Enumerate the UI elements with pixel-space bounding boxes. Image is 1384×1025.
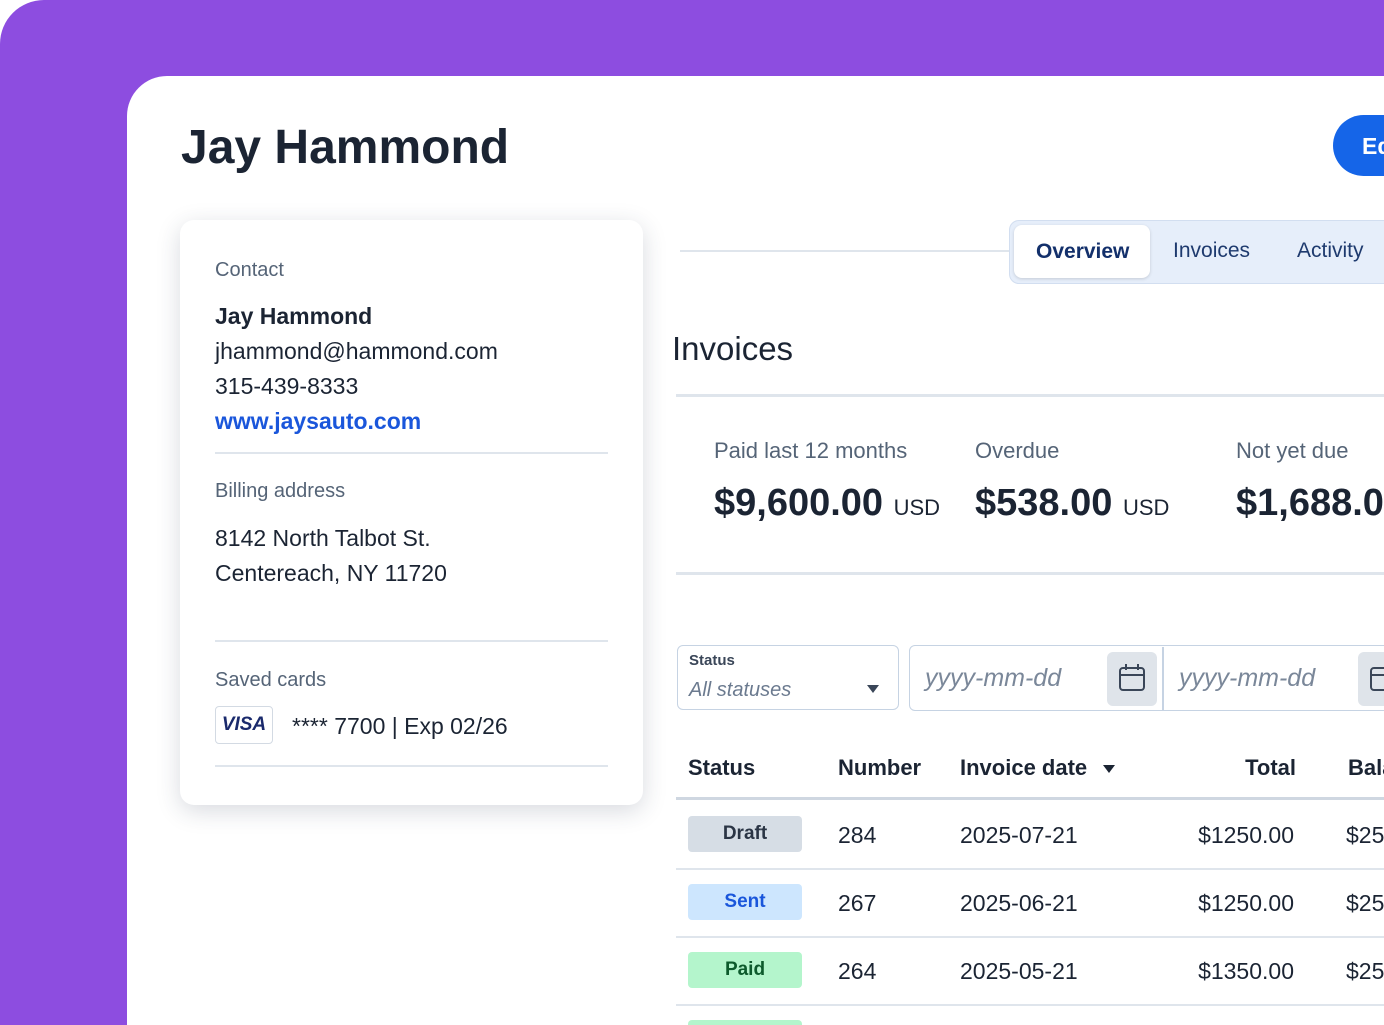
- tab-rule: [680, 250, 1010, 252]
- summary-label: Not yet due: [1236, 438, 1349, 463]
- contact-website[interactable]: www.jaysauto.com: [215, 408, 422, 434]
- contact-name: Jay Hammond: [215, 303, 373, 329]
- calendar-button[interactable]: [1358, 652, 1384, 706]
- summary-amount: $538.00 USD: [975, 484, 1169, 522]
- divider: [215, 452, 608, 454]
- date-placeholder: yyyy-mm-dd: [925, 664, 1062, 692]
- currency: USD: [893, 495, 941, 520]
- status-select[interactable]: [677, 645, 899, 710]
- calendar-button[interactable]: [1107, 652, 1157, 706]
- tab-active[interactable]: [1014, 225, 1150, 278]
- address-line: 8142 North Talbot St.: [215, 525, 431, 551]
- address-line: Centereach, NY 11720: [215, 560, 447, 586]
- edit-button[interactable]: Edit: [1333, 115, 1384, 176]
- section-heading: Billing address: [215, 480, 346, 502]
- tab[interactable]: Activity: [1297, 239, 1364, 262]
- page-title: Jay Hammond: [181, 121, 510, 174]
- section-heading: Contact: [215, 259, 284, 281]
- status-badge: Paid: [688, 952, 802, 988]
- status-badge: Sent: [688, 884, 802, 920]
- calendar-icon: [1370, 667, 1384, 691]
- summary-amount: $9,600.00 USD: [714, 484, 940, 522]
- column-header: Balance: [1348, 755, 1384, 780]
- header-rule: [676, 797, 1384, 800]
- filter-placeholder: All statuses: [689, 679, 792, 701]
- row-divider: [676, 868, 1384, 870]
- summary-amount: $1,688.00: [1236, 482, 1384, 524]
- amount: $538.00: [975, 482, 1113, 524]
- dropdown-caret: [867, 685, 879, 693]
- invoice-balance: $250.00: [1346, 890, 1384, 916]
- column-header: Total: [1245, 755, 1296, 780]
- contact-email: jhammond@hammond.com: [215, 338, 498, 364]
- invoice-date: 2025-07-21: [960, 822, 1078, 848]
- invoice-balance: $250.00: [1346, 822, 1384, 848]
- status-badge: Draft: [688, 816, 802, 852]
- currency: USD: [1122, 495, 1170, 520]
- divider: [215, 640, 608, 642]
- summary-label: Overdue: [975, 438, 1060, 463]
- invoice-date: 2025-05-21: [960, 958, 1078, 984]
- invoice-date: 2025-06-21: [960, 890, 1078, 916]
- card-text: **** 7700 | Exp 02/26: [292, 713, 508, 739]
- invoice-number: 284: [838, 822, 877, 848]
- divider: [215, 765, 608, 767]
- invoice-number: 264: [838, 958, 877, 984]
- invoice-total: $1250.00: [1198, 890, 1294, 916]
- invoice-total: $1350.00: [1198, 958, 1294, 984]
- summary-label: Paid last 12 months: [714, 438, 908, 463]
- filter-label: Status: [689, 652, 735, 669]
- separator: [1162, 647, 1164, 710]
- column-header[interactable]: Invoice date: [960, 755, 1088, 780]
- button-label: Edit: [1362, 133, 1384, 159]
- section-title: Invoices: [672, 330, 794, 367]
- invoice-balance: $250.00: [1346, 958, 1384, 984]
- row-divider: [676, 1004, 1384, 1006]
- invoice-total: $1250.00: [1198, 822, 1294, 848]
- row-divider: [676, 936, 1384, 938]
- amount: $9,600.00: [714, 482, 884, 524]
- column-header: Number: [838, 755, 922, 780]
- column-header: Status: [688, 755, 756, 780]
- contact-card: [180, 220, 643, 805]
- date-placeholder: yyyy-mm-dd: [1179, 664, 1316, 692]
- contact-phone: 315-439-8333: [215, 373, 359, 399]
- divider: [676, 394, 1384, 397]
- tab[interactable]: Invoices: [1173, 239, 1251, 262]
- sort-caret: [1103, 765, 1115, 773]
- card-brand: VISA: [215, 706, 273, 744]
- tab[interactable]: Overview: [1036, 240, 1130, 263]
- divider: [676, 572, 1384, 575]
- calendar-icon: [1119, 664, 1145, 691]
- invoice-number: 267: [838, 890, 877, 916]
- section-heading: Saved cards: [215, 669, 327, 691]
- status-badge: [688, 1020, 802, 1025]
